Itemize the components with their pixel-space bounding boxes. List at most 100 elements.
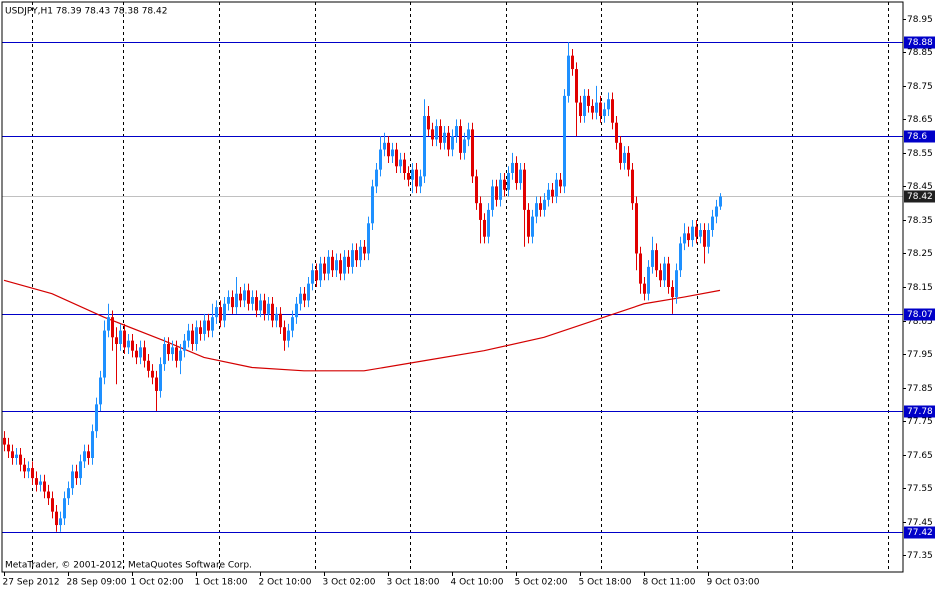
candle-body [151, 370, 154, 378]
candle-body [99, 377, 102, 405]
candle-body [471, 129, 474, 177]
candle-body [35, 478, 38, 485]
candle-body [11, 451, 14, 458]
candle-body [31, 468, 34, 479]
candle-body [647, 266, 650, 294]
current-price-label: 78.42 [907, 192, 933, 202]
candle-body [171, 347, 174, 355]
candle-body [319, 263, 322, 281]
candle-body [651, 250, 654, 267]
candle-body [235, 293, 238, 308]
candle-body [375, 169, 378, 187]
x-tick-label: 9 Oct 03:00 [707, 578, 760, 588]
candle-body [603, 109, 606, 116]
candle-body [683, 233, 686, 244]
candle-body [139, 347, 142, 358]
candle-body [415, 169, 418, 187]
candle-body [351, 250, 354, 267]
candle-body [327, 256, 330, 274]
level-label-box [904, 405, 935, 418]
y-tick-label: 77.85 [907, 384, 933, 394]
candle-body [539, 203, 542, 210]
candle-body [367, 223, 370, 254]
candle-body [211, 317, 214, 331]
y-tick-label: 78.05 [907, 317, 933, 327]
candle-body [107, 317, 110, 331]
candle-body [599, 102, 602, 116]
candle-body [47, 491, 50, 499]
candle-body [479, 203, 482, 220]
candle-body [383, 142, 386, 150]
candle-body [67, 488, 70, 499]
candle-body [163, 344, 166, 365]
candle-body [347, 256, 350, 267]
candle-body [331, 256, 334, 271]
footer: MetaTrader, © 2001-2012, MetaQuotes Soft… [5, 561, 252, 571]
candle-body [511, 162, 514, 173]
candle-body [435, 126, 438, 140]
candle-body [255, 297, 258, 311]
x-tick-label: 5 Oct 02:00 [515, 578, 568, 588]
candle-body [71, 471, 74, 489]
level-label: 78.6 [907, 132, 927, 142]
x-tick-label: 1 Oct 18:00 [195, 578, 248, 588]
candle-body [699, 230, 702, 237]
candle-body [491, 186, 494, 210]
candle-body [335, 260, 338, 271]
candle-body [535, 203, 538, 217]
candle-body [203, 320, 206, 334]
level-label: 77.78 [907, 407, 933, 417]
candle-body [59, 518, 62, 526]
candle-body [655, 250, 658, 271]
candle-body [663, 263, 666, 281]
candle-body [283, 327, 286, 341]
y-tick-label: 77.35 [907, 551, 933, 561]
candle-body [507, 173, 510, 190]
candle-body [455, 126, 458, 137]
candle-body [263, 300, 266, 314]
candle-body [503, 179, 506, 190]
x-tick-label: 1 Oct 02:00 [131, 578, 184, 588]
candle-body [51, 498, 54, 512]
y-tick-label: 78.25 [907, 249, 933, 259]
candle-body [467, 129, 470, 140]
candle-body [635, 203, 638, 254]
candle-body [155, 377, 158, 391]
y-tick-label: 77.45 [907, 518, 933, 528]
candle-body [587, 95, 590, 106]
candle-body [287, 330, 290, 341]
candle-body [719, 196, 722, 207]
candle-body [387, 142, 390, 157]
candle-body [695, 226, 698, 237]
candle-body [395, 149, 398, 167]
y-tick-label: 77.75 [907, 417, 933, 427]
candle-body [567, 55, 570, 96]
candle-body [55, 511, 58, 526]
candle-body [251, 297, 254, 304]
candle-body [323, 263, 326, 274]
candle-body [247, 290, 250, 304]
y-tick-label: 77.55 [907, 484, 933, 494]
x-tick-label: 28 Sep 09:00 [67, 578, 127, 588]
x-tick-label: 3 Oct 02:00 [323, 578, 376, 588]
candle-body [195, 327, 198, 344]
y-tick-label: 78.15 [907, 283, 933, 293]
candle-body [7, 444, 10, 452]
candle-body [547, 189, 550, 200]
grid [2, 2, 903, 572]
candle-body [483, 219, 486, 237]
candle-body [431, 129, 434, 140]
y-tick-label: 77.65 [907, 451, 933, 461]
candle-body [675, 270, 678, 298]
candle-body [563, 95, 566, 187]
candle-body [659, 270, 662, 281]
y-tick-label: 78.55 [907, 149, 933, 159]
candle-body [607, 99, 610, 110]
candle-body [423, 116, 426, 177]
candle-body [75, 471, 78, 479]
candle-body [371, 186, 374, 224]
candle-body [707, 230, 710, 247]
candle-body [627, 152, 630, 170]
candle-body [615, 122, 618, 143]
